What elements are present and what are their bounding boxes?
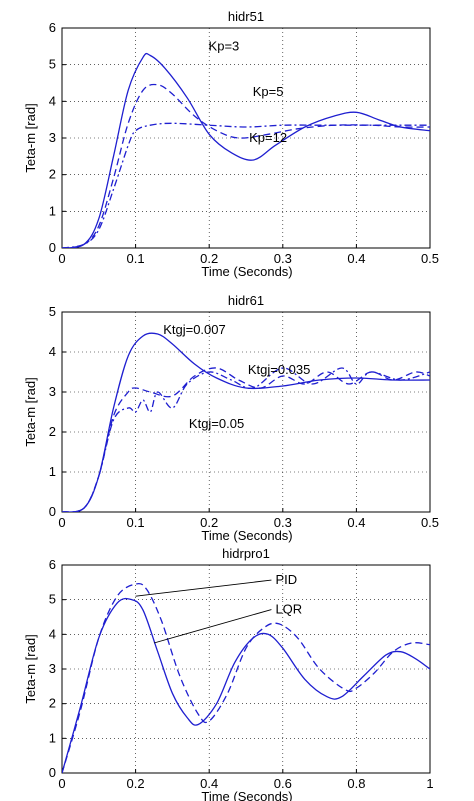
y-axis-label: Teta-m [rad] xyxy=(23,377,38,446)
annotation-arrow xyxy=(153,609,272,644)
y-tick-label: 3 xyxy=(49,384,56,399)
x-axis-label: Time (Seconds) xyxy=(201,264,292,279)
y-tick-label: 1 xyxy=(49,464,56,479)
annotation-label: Kp=5 xyxy=(253,84,284,99)
x-tick-label: 0.1 xyxy=(127,251,145,266)
x-axis-label: Time (Seconds) xyxy=(201,789,292,801)
annotation-label: Ktgj=0.007 xyxy=(163,322,226,337)
series-line-3 xyxy=(62,367,430,512)
y-tick-label: 5 xyxy=(49,592,56,607)
x-tick-label: 0.4 xyxy=(200,776,218,791)
series-line-3 xyxy=(62,122,430,248)
y-tick-label: 0 xyxy=(49,765,56,780)
x-tick-label: 0.4 xyxy=(347,515,365,530)
x-tick-label: 0.2 xyxy=(127,776,145,791)
annotation-label: Ktgj=0.035 xyxy=(248,362,311,377)
x-tick-label: 0 xyxy=(58,251,65,266)
x-tick-label: 0.1 xyxy=(127,515,145,530)
chart-title: hidrpro1 xyxy=(222,546,270,561)
x-tick-label: 1 xyxy=(426,776,433,791)
annotation-label: Kp=3 xyxy=(209,38,240,53)
annotation-label: Kp=12 xyxy=(249,130,287,145)
y-tick-label: 5 xyxy=(49,304,56,319)
y-axis-label: Teta-m [rad] xyxy=(23,634,38,703)
series-line-1 xyxy=(62,52,430,248)
chart-panel-3: 0 0.2 0.4 0.6 0.8 1 0 1 2 3 4 5 6 hidrpro1 Time (Secon… xyxy=(23,546,434,801)
x-axis-label: Time (Seconds) xyxy=(201,528,292,543)
annotation-label: LQR xyxy=(275,602,302,617)
y-tick-label: 2 xyxy=(49,167,56,182)
y-tick-label: 6 xyxy=(49,20,56,35)
y-tick-label: 5 xyxy=(49,57,56,72)
x-tick-label: 0.8 xyxy=(347,776,365,791)
x-tick-label: 0.6 xyxy=(274,776,292,791)
chart-panel-1: 0 0.1 0.2 0.3 0.4 0.5 0 1 2 3 4 5 6 hidr51 Time (Secon… xyxy=(23,9,439,279)
series-line-2 xyxy=(62,597,430,773)
chart-title: hidr61 xyxy=(228,293,264,308)
y-tick-label: 0 xyxy=(49,504,56,519)
x-tick-label: 0.5 xyxy=(421,515,439,530)
x-tick-label: 0 xyxy=(58,515,65,530)
x-tick-label: 0 xyxy=(58,776,65,791)
y-tick-label: 4 xyxy=(49,344,56,359)
x-tick-label: 0.2 xyxy=(200,251,218,266)
y-tick-label: 3 xyxy=(49,661,56,676)
series-line-1 xyxy=(62,582,430,773)
series-line-2 xyxy=(62,367,430,512)
y-tick-label: 2 xyxy=(49,424,56,439)
y-tick-label: 0 xyxy=(49,240,56,255)
x-tick-label: 0.3 xyxy=(274,515,292,530)
y-tick-label: 1 xyxy=(49,730,56,745)
annotation-label: Ktgj=0.05 xyxy=(189,416,244,431)
chart-title: hidr51 xyxy=(228,9,264,24)
chart-panel-2: 0 0.1 0.2 0.3 0.4 0.5 0 1 2 3 4 5 hidr61 Time (Second… xyxy=(23,293,439,543)
y-tick-label: 2 xyxy=(49,696,56,711)
y-tick-label: 4 xyxy=(49,93,56,108)
y-tick-label: 4 xyxy=(49,626,56,641)
x-tick-label: 0.5 xyxy=(421,251,439,266)
y-axis-label: Teta-m [rad] xyxy=(23,103,38,172)
x-tick-label: 0.2 xyxy=(200,515,218,530)
y-tick-label: 3 xyxy=(49,130,56,145)
annotation-arrow xyxy=(135,579,272,597)
y-tick-label: 6 xyxy=(49,557,56,572)
x-tick-label: 0.3 xyxy=(274,251,292,266)
y-tick-label: 1 xyxy=(49,203,56,218)
x-tick-label: 0.4 xyxy=(347,251,365,266)
annotation-label: PID xyxy=(275,572,297,587)
plot-area xyxy=(61,311,431,513)
